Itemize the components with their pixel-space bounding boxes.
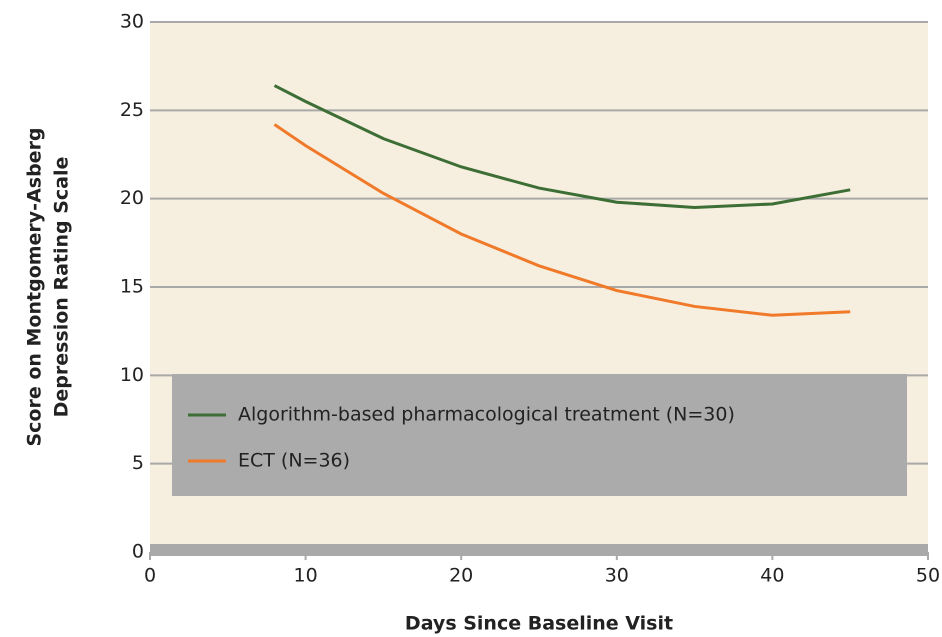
x-axis-title: Days Since Baseline Visit	[405, 613, 673, 635]
x-tick-label: 50	[916, 565, 940, 587]
x-tick-label: 0	[144, 565, 156, 587]
x-tick-label: 40	[760, 565, 784, 587]
legend: Algorithm-based pharmacological treatmen…	[188, 404, 735, 472]
y-tick-label: 15	[120, 276, 144, 298]
y-tick-label: 25	[120, 99, 144, 121]
grid: 0 5 10 15 20 25 30 0 10 20 30 40 50	[120, 11, 940, 587]
x-tick-label: 10	[294, 565, 318, 587]
y-tick-label: 5	[132, 452, 144, 474]
x-tick-label: 30	[605, 565, 629, 587]
series-line	[273, 123, 851, 317]
y-tick-label: 10	[120, 364, 144, 386]
y-tick-label: 20	[120, 187, 144, 209]
legend-label: ECT (N=36)	[238, 450, 350, 472]
y-tick-label: 30	[120, 11, 144, 33]
y-tick-label: 0	[132, 541, 144, 563]
legend-box	[172, 374, 907, 496]
y-axis-title: Score on Montgomery-Asberg	[24, 127, 46, 446]
legend-label: Algorithm-based pharmacological treatmen…	[238, 404, 735, 426]
baseline-band	[150, 544, 928, 556]
x-tick-label: 20	[449, 565, 473, 587]
series-line	[273, 84, 851, 210]
y-axis-title: Depression Rating Scale	[51, 157, 73, 418]
lines	[273, 84, 851, 317]
